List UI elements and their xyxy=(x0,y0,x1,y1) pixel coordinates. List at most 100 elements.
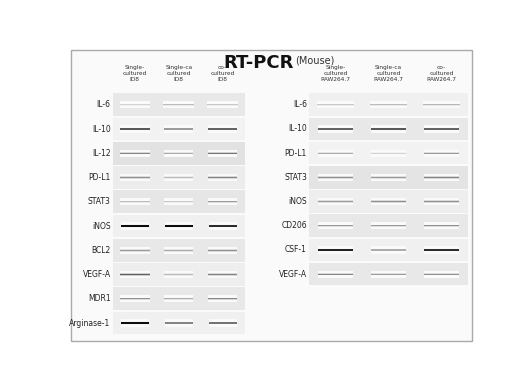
Bar xyxy=(120,128,150,129)
Bar xyxy=(121,224,149,225)
Bar xyxy=(371,152,406,153)
Bar xyxy=(371,204,406,205)
Bar xyxy=(208,250,238,251)
Bar xyxy=(164,203,194,204)
Bar xyxy=(371,226,406,227)
Bar xyxy=(208,272,238,273)
Bar xyxy=(208,249,238,250)
Bar xyxy=(120,129,150,130)
Bar xyxy=(424,152,459,153)
Bar xyxy=(318,199,353,200)
Bar xyxy=(371,202,406,203)
Bar xyxy=(309,142,468,164)
Bar xyxy=(208,126,238,127)
Bar xyxy=(120,156,150,157)
Text: BCL2: BCL2 xyxy=(92,246,111,255)
Bar xyxy=(208,130,238,131)
Bar xyxy=(424,149,459,150)
Bar xyxy=(318,251,353,252)
Bar xyxy=(164,299,194,300)
Bar xyxy=(371,176,406,177)
Bar xyxy=(371,126,406,127)
Bar xyxy=(121,225,149,226)
Bar xyxy=(208,295,238,296)
Bar xyxy=(424,226,459,227)
Bar xyxy=(120,180,150,181)
Bar xyxy=(164,132,194,133)
Bar xyxy=(164,201,194,202)
Bar xyxy=(317,106,354,107)
Bar xyxy=(318,250,353,251)
Bar xyxy=(164,126,194,127)
Bar xyxy=(164,272,194,273)
Bar xyxy=(208,180,238,181)
Bar xyxy=(208,298,238,299)
Bar xyxy=(120,155,150,156)
Bar xyxy=(164,300,194,301)
Bar xyxy=(309,214,468,237)
Bar xyxy=(120,151,150,152)
Bar xyxy=(120,202,150,203)
Bar xyxy=(208,202,238,203)
Bar xyxy=(424,132,459,133)
Text: co-
cultured
RAW264.7: co- cultured RAW264.7 xyxy=(426,65,457,82)
Bar xyxy=(208,174,238,175)
Bar xyxy=(371,228,406,229)
Bar xyxy=(371,227,406,228)
Bar xyxy=(164,271,194,272)
Bar xyxy=(113,166,244,189)
Bar xyxy=(208,247,238,248)
Bar xyxy=(207,106,238,107)
Bar xyxy=(120,248,150,249)
Bar xyxy=(371,149,406,150)
Bar xyxy=(371,275,406,276)
Bar xyxy=(318,174,353,175)
Bar xyxy=(121,321,149,322)
Bar xyxy=(120,153,150,154)
Bar xyxy=(164,297,194,298)
Bar xyxy=(208,275,238,276)
Bar xyxy=(208,179,238,180)
Bar xyxy=(371,271,406,272)
Bar xyxy=(318,275,353,276)
Bar xyxy=(424,273,459,274)
Text: IL-6: IL-6 xyxy=(293,100,307,109)
Bar xyxy=(113,190,244,213)
Bar xyxy=(424,227,459,228)
Bar xyxy=(120,175,150,176)
Bar xyxy=(164,176,194,177)
Bar xyxy=(318,178,353,179)
Text: IL-10: IL-10 xyxy=(288,125,307,134)
Bar xyxy=(120,106,150,107)
Bar xyxy=(208,128,238,129)
Bar xyxy=(371,223,406,224)
Bar xyxy=(208,319,236,320)
Text: IL-6: IL-6 xyxy=(97,100,111,109)
Bar xyxy=(208,228,236,229)
Bar xyxy=(208,131,238,132)
Bar xyxy=(165,319,193,320)
Bar xyxy=(121,326,149,327)
Bar xyxy=(309,239,468,261)
Bar xyxy=(120,125,150,126)
Bar xyxy=(318,248,353,249)
Bar xyxy=(424,225,459,226)
Bar xyxy=(318,176,353,177)
Bar xyxy=(318,155,353,156)
Bar xyxy=(120,126,150,127)
Bar xyxy=(113,288,244,310)
Bar xyxy=(424,224,459,225)
Bar xyxy=(164,174,194,175)
Bar xyxy=(424,130,459,131)
Bar xyxy=(318,198,353,199)
Bar xyxy=(423,103,460,104)
Text: PD-L1: PD-L1 xyxy=(88,173,111,182)
Bar xyxy=(317,107,354,108)
Bar xyxy=(208,321,236,322)
Bar xyxy=(164,276,194,277)
Bar xyxy=(208,223,236,224)
Bar xyxy=(318,225,353,226)
Bar xyxy=(120,103,150,104)
Bar xyxy=(121,325,149,326)
Bar xyxy=(371,150,406,151)
